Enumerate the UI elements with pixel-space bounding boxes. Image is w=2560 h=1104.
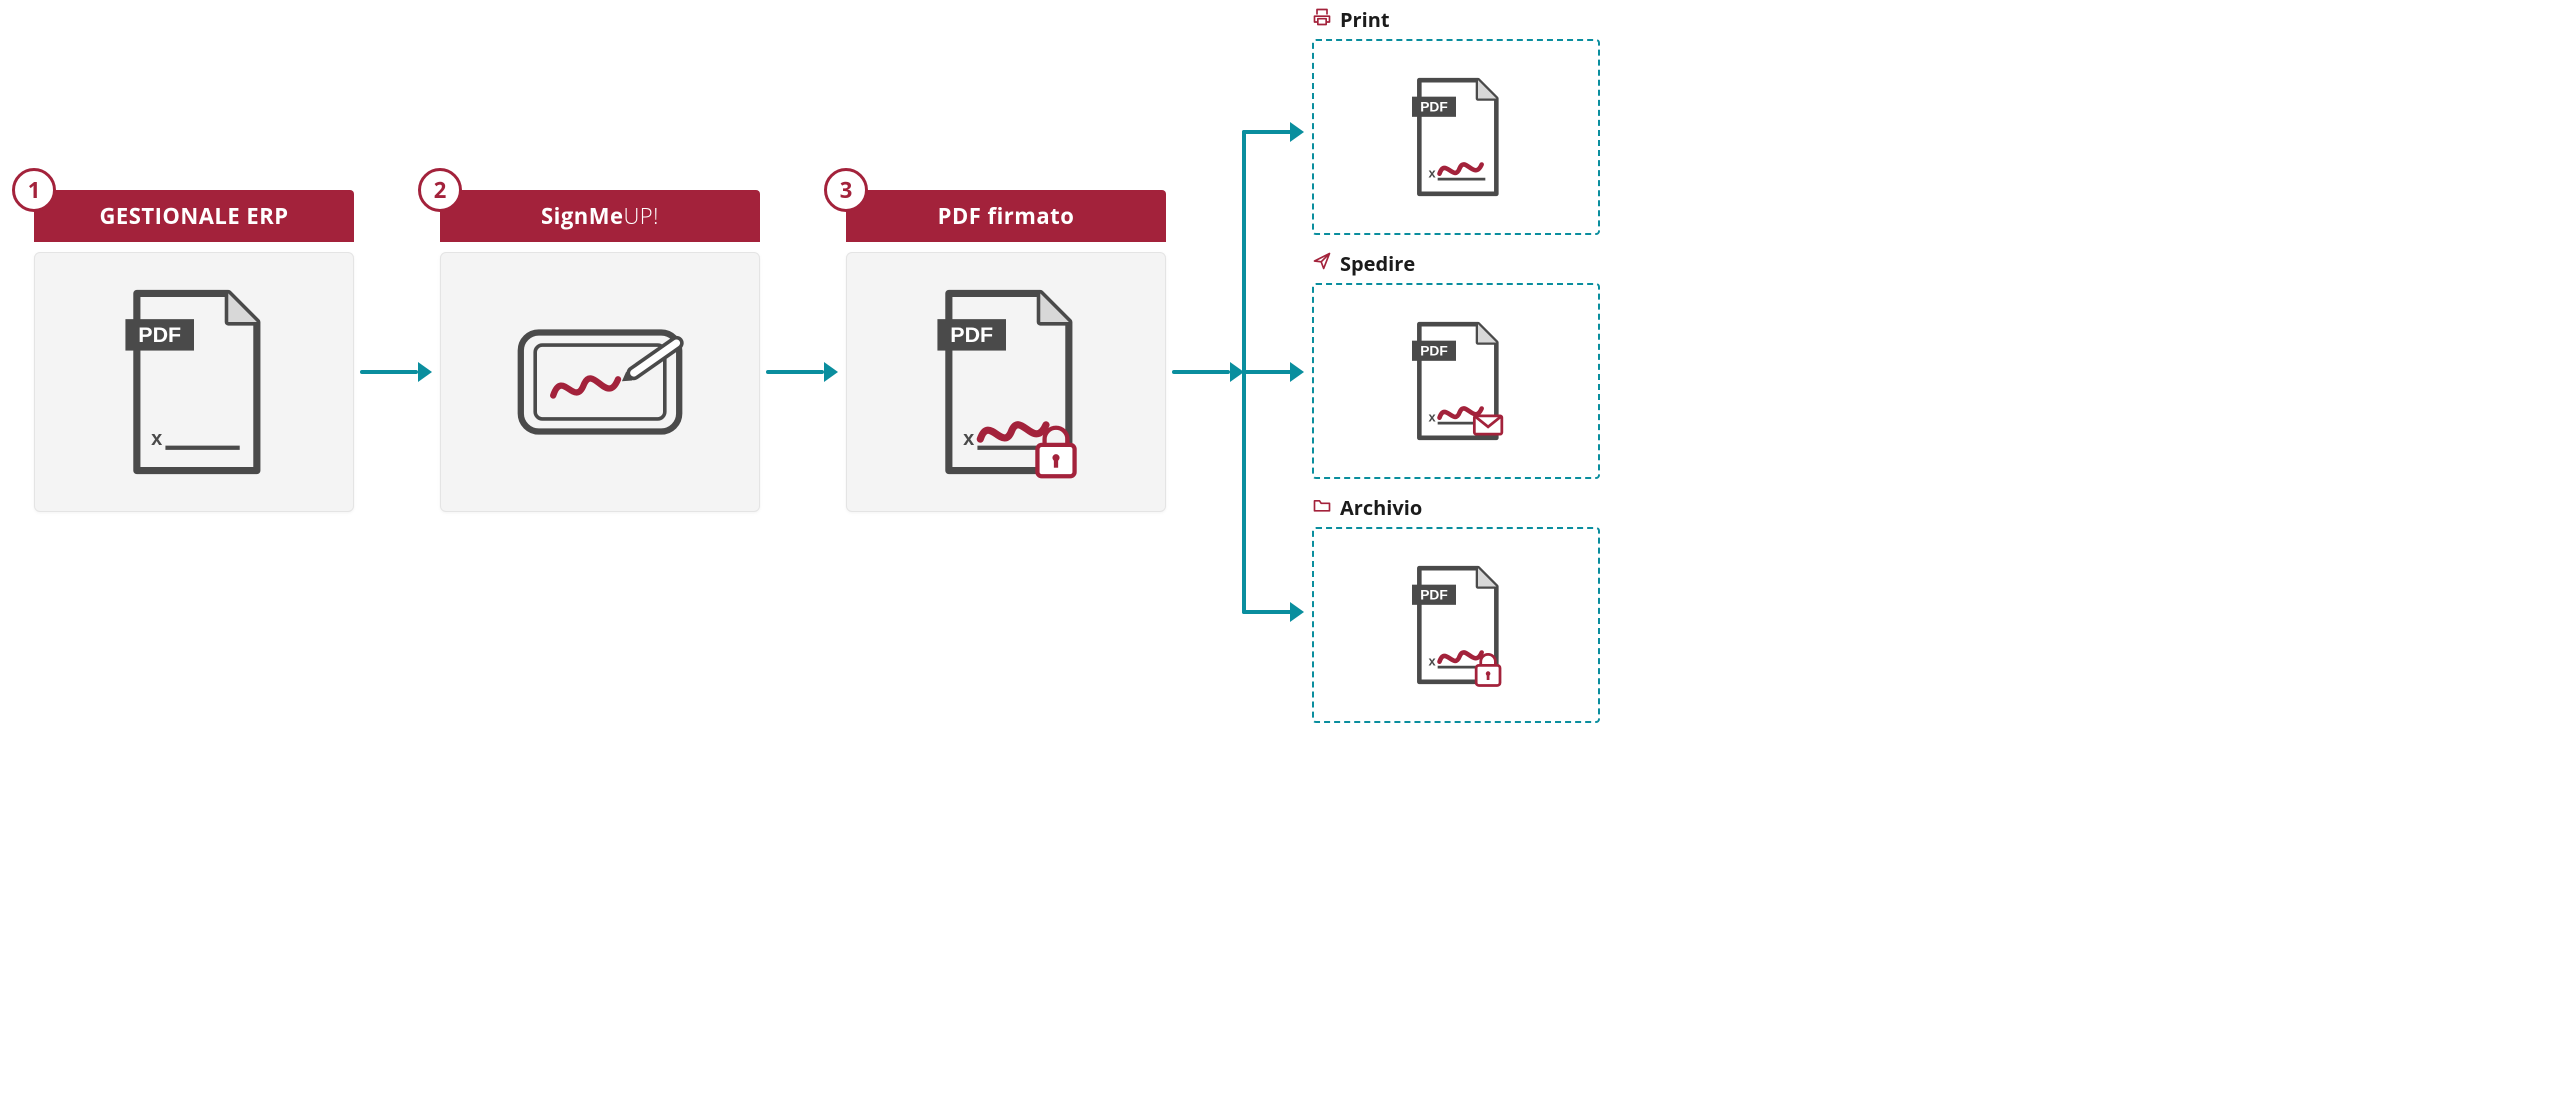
output-box: PDF x: [1312, 283, 1600, 479]
printer-icon: [1312, 6, 1332, 33]
output-label-text: Spedire: [1340, 250, 1415, 277]
step-illustration: PDF x: [34, 252, 354, 512]
folder-icon: [1312, 494, 1332, 521]
svg-text:x: x: [1429, 409, 1437, 424]
step-title: GESTIONALE ERP: [34, 190, 354, 242]
flowchart-canvas: 1GESTIONALE ERP PDF x 2SignMeUP! 3PDF firmat…: [0, 0, 1792, 788]
output-label: Print: [1312, 6, 1600, 33]
output-box: PDF x: [1312, 39, 1600, 235]
svg-text:PDF: PDF: [1420, 99, 1448, 114]
svg-text:x: x: [1429, 653, 1437, 668]
flow-arrow: [1172, 370, 1242, 374]
step-title: SignMeUP!: [440, 190, 760, 242]
svg-text:PDF: PDF: [138, 323, 181, 347]
step-number-badge: 3: [824, 168, 868, 212]
step-title: PDF firmato: [846, 190, 1166, 242]
step-3: 3PDF firmatoPDFx: [846, 190, 1166, 512]
out-send: Spedire PDF x: [1312, 250, 1600, 479]
step-illustration: PDF x: [846, 252, 1166, 512]
step-2: 2SignMeUP!: [440, 190, 760, 512]
output-label-text: Archivio: [1340, 494, 1422, 521]
send-icon: [1312, 250, 1332, 277]
step-number-badge: 2: [418, 168, 462, 212]
svg-text:x: x: [963, 428, 974, 450]
out-print: Print PDF x: [1312, 6, 1600, 235]
output-box: PDF x: [1312, 527, 1600, 723]
svg-text:PDF: PDF: [1420, 343, 1448, 358]
step-illustration: [440, 252, 760, 512]
svg-text:x: x: [151, 428, 162, 450]
output-label-text: Print: [1340, 6, 1390, 33]
step-number-badge: 1: [12, 168, 56, 212]
flow-arrow: [360, 370, 430, 374]
svg-text:PDF: PDF: [950, 323, 993, 347]
out-archive: Archivio PDF x: [1312, 494, 1600, 723]
output-label: Spedire: [1312, 250, 1600, 277]
step-1: 1GESTIONALE ERPPDFx: [34, 190, 354, 512]
output-label: Archivio: [1312, 494, 1600, 521]
flow-arrow: [766, 370, 836, 374]
svg-text:PDF: PDF: [1420, 587, 1448, 602]
svg-text:x: x: [1429, 165, 1437, 180]
